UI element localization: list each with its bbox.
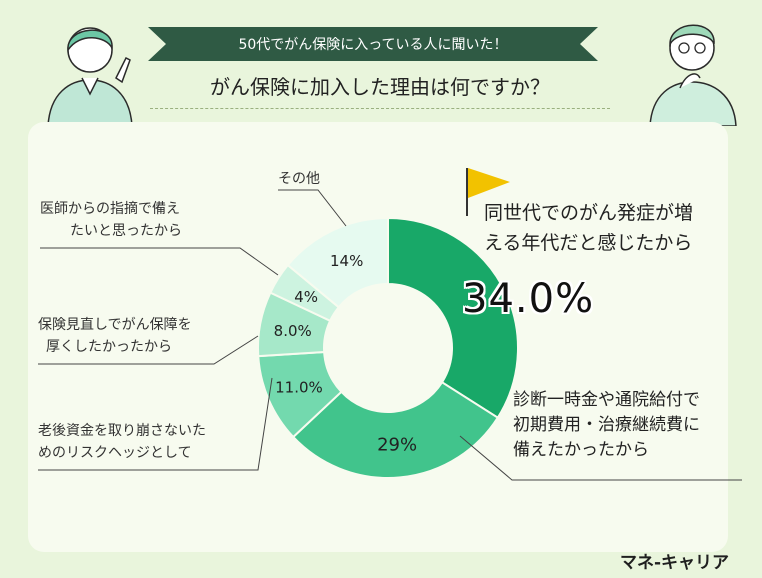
woman-pointing-illustration [47, 27, 133, 126]
category-label-4: 医師からの指摘で備え たいと思ったから [40, 198, 182, 242]
category-label-11: 老後資金を取り崩さないた めのリスクヘッジとして [38, 420, 206, 464]
leader-line-29 [459, 435, 742, 481]
leader-line-8 [38, 335, 259, 365]
category-label-8-line2: 厚くしたかったから [46, 339, 172, 355]
category-label-29: 診断一時金や通院給付で 初期費用・治療継続費に 備えたかったから [513, 388, 700, 463]
category-label-4-line2: たいと思ったから [70, 223, 182, 239]
value-label-4: 4% [294, 288, 318, 306]
headline-divider [150, 108, 610, 110]
leader-line-11 [38, 377, 273, 471]
category-label-8-line1: 保険見直しでがん保障を [38, 317, 192, 333]
value-label-34: 34.0% [462, 276, 595, 322]
category-label-8: 保険見直しでがん保障を 厚くしたかったから [38, 314, 192, 358]
flag-icon [466, 168, 510, 216]
chart-question: がん保険に加入した理由は何ですか？ [210, 75, 550, 99]
category-label-34-line2: える年代だと感じたから [484, 232, 693, 254]
category-label-11-line2: めのリスクヘッジとして [38, 445, 192, 461]
category-label-other: その他 [278, 168, 320, 190]
banner-text: 50代でがん保険に入っている人に聞いた！ [238, 37, 508, 53]
leader-line-4 [40, 247, 279, 276]
value-label-8: 8.0% [274, 322, 312, 340]
donut-slice-29 [291, 380, 500, 479]
man-thinking-illustration [649, 24, 737, 126]
category-label-other-line1: その他 [278, 171, 320, 187]
value-label-11: 11.0% [275, 379, 323, 397]
value-label-29: 29% [377, 435, 417, 456]
category-label-11-line1: 老後資金を取り崩さないた [38, 423, 206, 439]
title-banner: 50代でがん保険に入っている人に聞いた！ [148, 27, 598, 61]
leader-line-other [278, 189, 347, 227]
category-label-34-line1: 同世代でのがん発症が増 [484, 202, 694, 224]
category-label-29-line1: 診断一時金や通院給付で [513, 390, 700, 410]
brand-logo-text: マネ-キャリア [620, 553, 730, 573]
category-label-4-line1: 医師からの指摘で備え [40, 201, 180, 217]
category-label-34: 同世代でのがん発症が増 える年代だと感じたから [484, 198, 693, 258]
category-label-29-line2: 初期費用・治療継続費に [513, 415, 700, 435]
donut-slice-34 [387, 216, 519, 420]
donut-slice-other [286, 216, 389, 309]
value-label-other: 14% [330, 252, 363, 270]
category-label-29-line3: 備えたかったから [513, 440, 649, 460]
